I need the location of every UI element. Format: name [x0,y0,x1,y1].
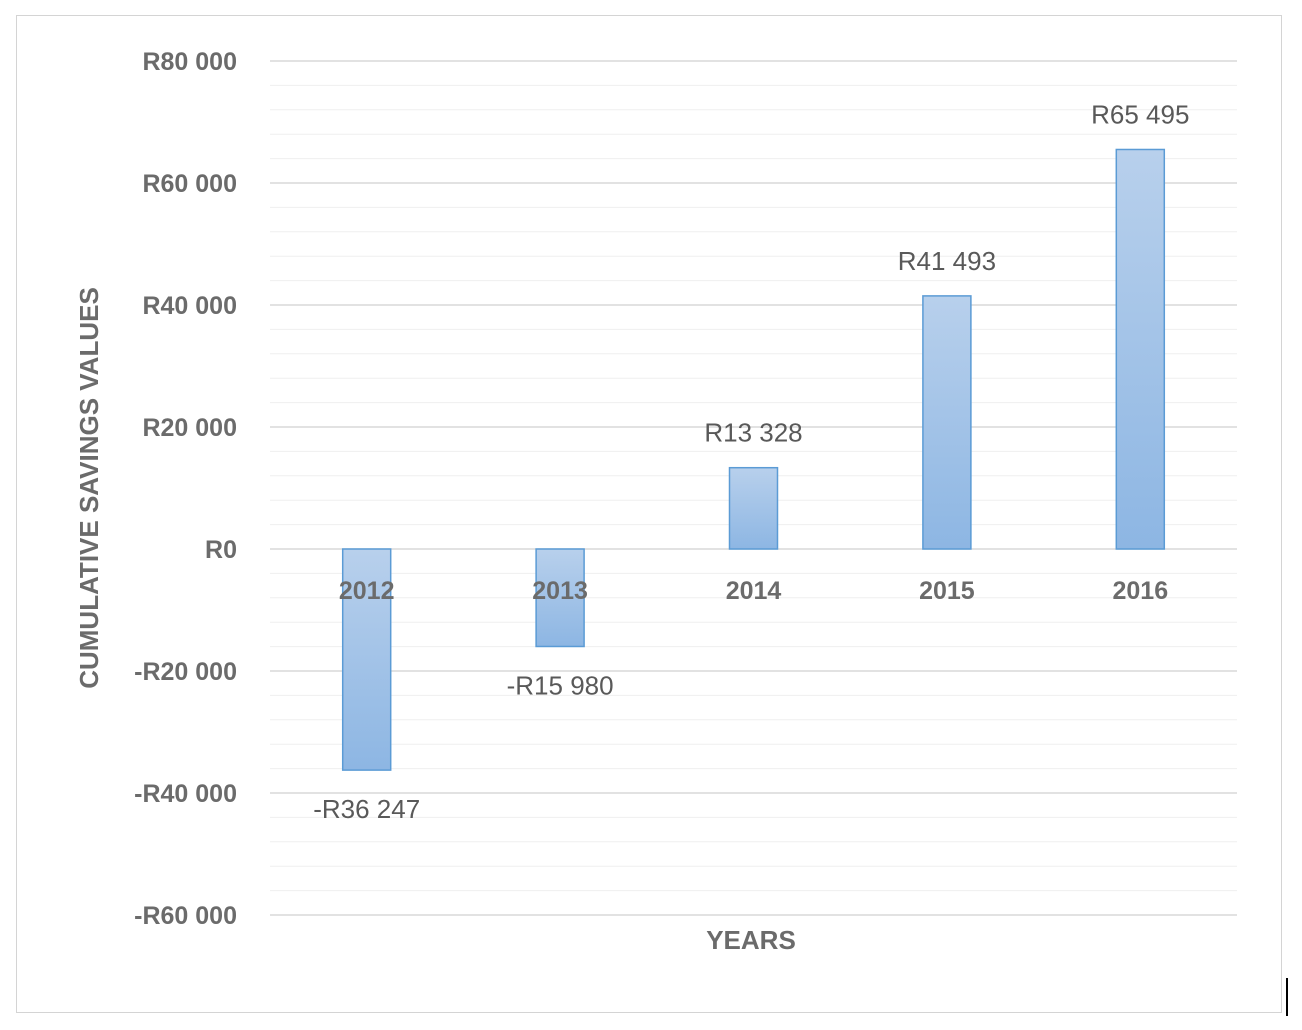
x-tick-label: 2015 [919,577,975,605]
bar-2016 [1115,148,1166,550]
data-label-2013: -R15 980 [507,670,614,700]
y-tick-label: R0 [205,536,237,564]
bar-2012 [341,548,392,771]
x-tick-label: 2012 [339,577,395,605]
y-tick-label: R40 000 [142,292,237,320]
bar-2013 [535,548,585,648]
chart-frame [16,15,1282,1013]
bar-2014 [728,466,779,550]
edge-mark [1286,978,1288,1016]
data-label-2016: R65 495 [1091,99,1189,129]
y-tick-label: R20 000 [142,414,237,442]
grid-layer [270,60,1237,916]
x-tick-label: 2016 [1112,577,1168,605]
y-tick-label: -R40 000 [134,780,237,808]
y-tick-label: -R20 000 [134,658,237,686]
bar-2015 [922,295,972,550]
x-axis-title: YEARS [706,925,796,955]
data-label-2014: R13 328 [704,418,802,448]
bar-layer [341,148,1166,771]
y-tick-label: -R60 000 [134,902,237,930]
label-layer: R80 000 R60 000 R40 000 R20 000 R0 -R20 000 -R… [134,48,1189,930]
data-label-2015: R41 493 [898,246,996,276]
x-tick-label: 2014 [726,577,782,605]
y-tick-label: R60 000 [142,170,237,198]
y-tick-label: R80 000 [142,48,237,76]
x-tick-label: 2013 [532,577,588,605]
y-axis-title: CUMULATIVE SAVINGS VALUES [74,287,104,689]
data-label-2012: -R36 247 [313,794,420,824]
